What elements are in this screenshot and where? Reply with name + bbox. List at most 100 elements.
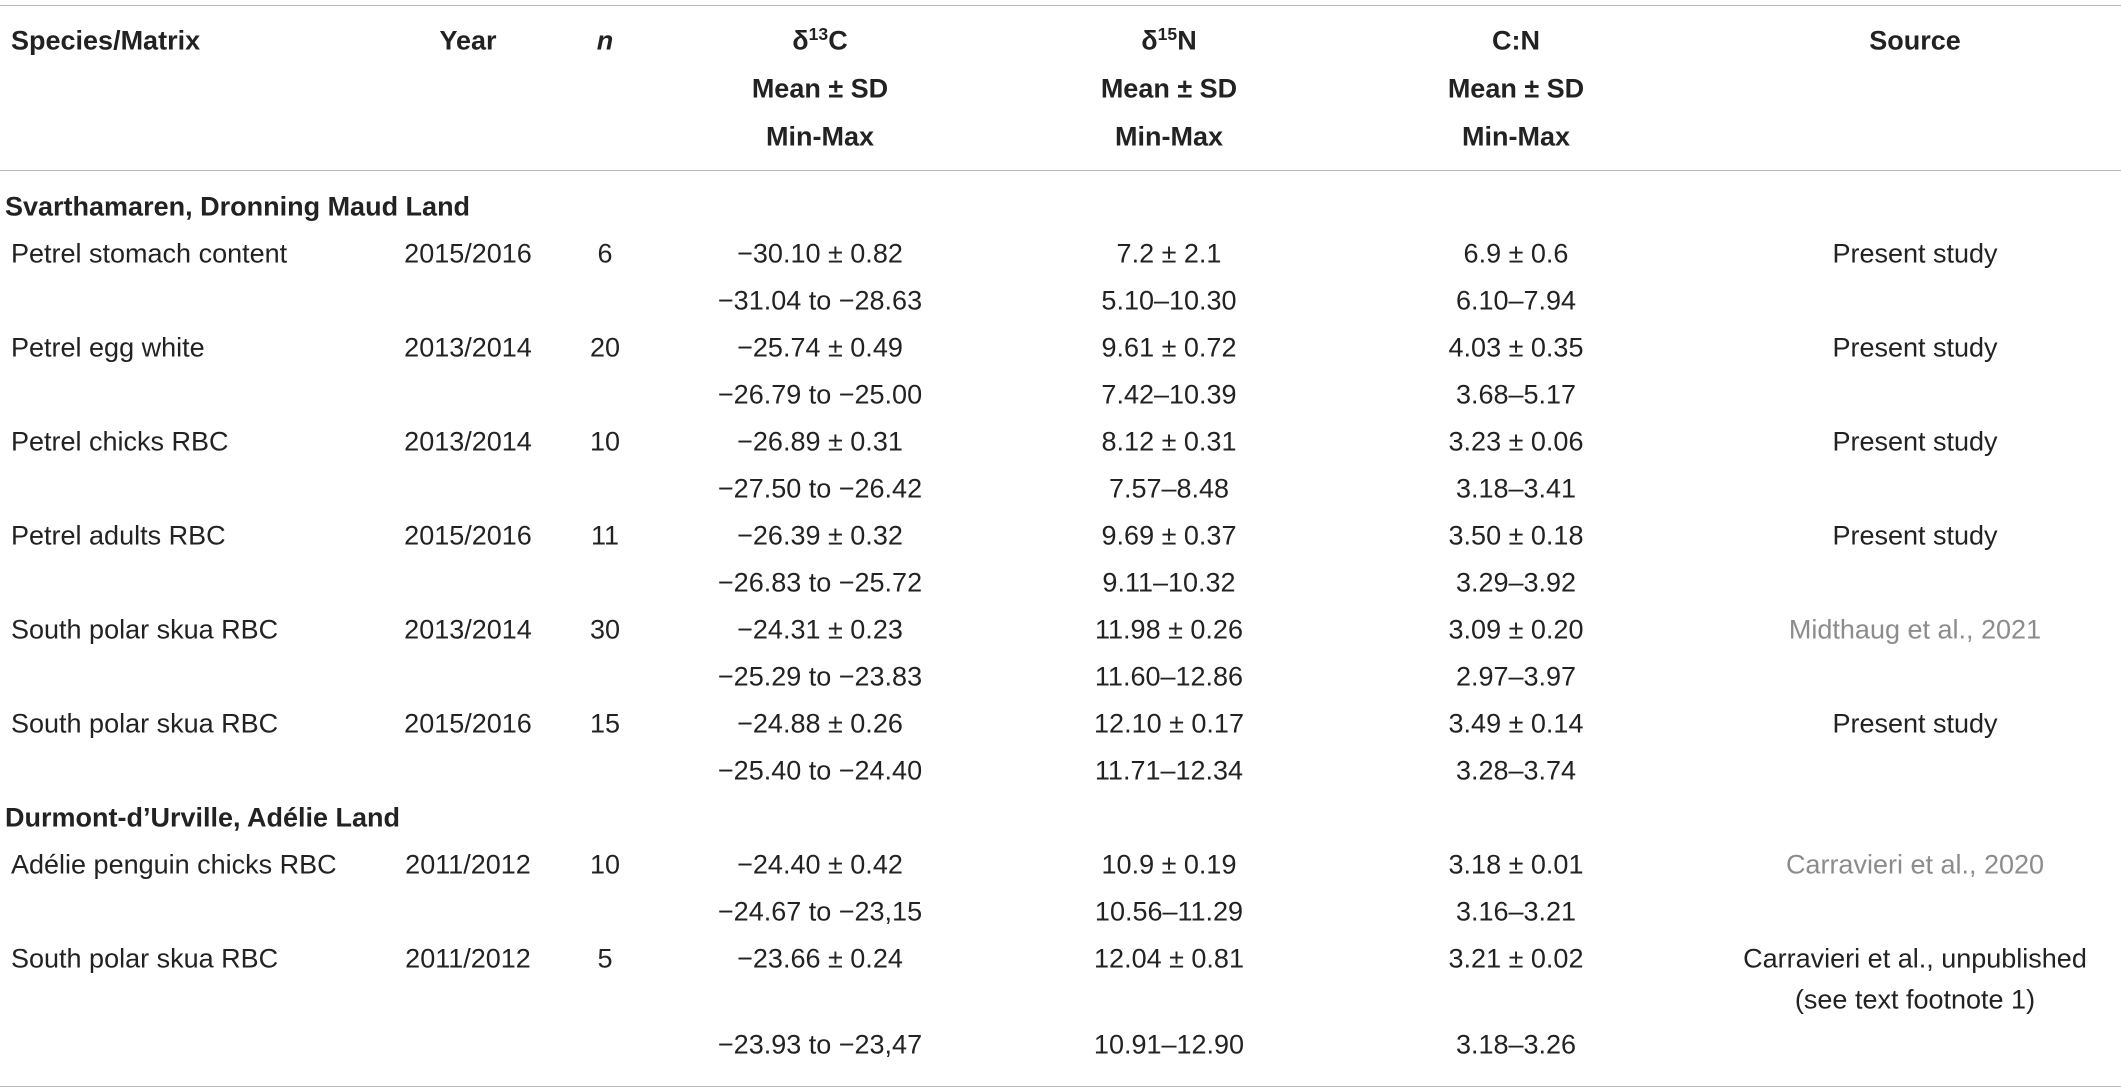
cn-range: 3.28–3.74	[1455, 755, 1577, 786]
source: (see text footnote 1)	[1794, 984, 2036, 1015]
d15n-range: 11.71–12.34	[1094, 755, 1244, 786]
cn-range: 3.18–3.26	[1455, 1029, 1577, 1060]
header-subline: Mean ± SD	[751, 73, 889, 104]
d15n-mean: 10.9 ± 0.19	[1101, 849, 1237, 880]
d15n-mean: 7.2 ± 2.1	[1116, 238, 1222, 269]
header-year: Year	[439, 25, 497, 56]
d15n-range: 7.42–10.39	[1101, 379, 1237, 410]
cn-range: 6.10–7.94	[1455, 285, 1577, 316]
bottom-rule	[0, 1086, 2121, 1087]
d15n-range: 11.60–12.86	[1094, 661, 1244, 692]
d13c-range: −31.04 to −28.63	[717, 285, 923, 316]
year: 2015/2016	[404, 520, 532, 551]
cn-mean: 3.18 ± 0.01	[1448, 849, 1584, 880]
sample-size: 10	[589, 426, 621, 457]
sample-size: 15	[589, 708, 621, 739]
header-subline: Mean ± SD	[1100, 73, 1238, 104]
sample-size: 10	[589, 849, 621, 880]
cn-mean: 3.09 ± 0.20	[1448, 614, 1584, 645]
d15n-range: 5.10–10.30	[1101, 285, 1237, 316]
cn-mean: 4.03 ± 0.35	[1448, 332, 1584, 363]
cn-range: 3.18–3.41	[1455, 473, 1577, 504]
source: Midthaug et al., 2021	[1788, 614, 2042, 645]
d13c-range: −26.83 to −25.72	[717, 567, 923, 598]
source: Present study	[1832, 238, 1998, 269]
delta-symbol: δ	[1141, 25, 1158, 56]
source: Carravieri et al., unpublished	[1743, 943, 2087, 974]
species: Adélie penguin chicks RBC	[11, 849, 337, 880]
header-source: Source	[1869, 25, 1961, 56]
d13c-mean: −24.31 ± 0.23	[737, 614, 903, 645]
d13c-mean: −26.89 ± 0.31	[737, 426, 903, 457]
year: 2011/2012	[405, 943, 531, 974]
header-subline: Mean ± SD	[1447, 73, 1585, 104]
species: South polar skua RBC	[11, 943, 279, 974]
d13c-range: −24.67 to −23,15	[717, 896, 923, 927]
cn-range: 2.97–3.97	[1455, 661, 1577, 692]
species: Petrel chicks RBC	[11, 426, 229, 457]
delta-symbol: δ	[792, 25, 809, 56]
sample-size: 6	[597, 238, 613, 269]
d13c-mean: −30.10 ± 0.82	[737, 238, 903, 269]
source: Carravieri et al., 2020	[1785, 849, 2045, 880]
section-title: Durmont-d’Urville, Adélie Land	[5, 802, 401, 833]
header-d15n: δ15N	[1141, 25, 1196, 56]
source: Present study	[1832, 708, 1998, 739]
cn-mean: 3.49 ± 0.14	[1448, 708, 1584, 739]
d15n-mean: 8.12 ± 0.31	[1101, 426, 1237, 457]
sample-size: 20	[589, 332, 621, 363]
d13c-mean: −26.39 ± 0.32	[737, 520, 903, 551]
d15n-range: 10.91–12.90	[1093, 1029, 1245, 1060]
d13c-mean: −24.40 ± 0.42	[737, 849, 903, 880]
year: 2015/2016	[404, 708, 532, 739]
year: 2011/2012	[405, 849, 531, 880]
year: 2013/2014	[404, 614, 532, 645]
sample-size: 30	[589, 614, 621, 645]
species: South polar skua RBC	[11, 614, 279, 645]
d15n-mean: 12.10 ± 0.17	[1094, 708, 1244, 739]
d15n-range: 10.56–11.29	[1094, 896, 1244, 927]
cn-range: 3.16–3.21	[1455, 896, 1577, 927]
header-subline: Min-Max	[1115, 121, 1223, 152]
d13c-range: −23.93 to −23,47	[717, 1029, 923, 1060]
d15n-mean: 9.69 ± 0.37	[1101, 520, 1237, 551]
d13c-mean: −23.66 ± 0.24	[737, 943, 903, 974]
header-d13c: δ13C	[792, 25, 848, 56]
isotope-mass: 15	[1157, 23, 1178, 44]
d13c-mean: −25.74 ± 0.49	[737, 332, 903, 363]
header-rule	[0, 170, 2121, 171]
header-n: n	[596, 25, 614, 56]
d15n-mean: 12.04 ± 0.81	[1094, 943, 1244, 974]
d13c-mean: −24.88 ± 0.26	[737, 708, 903, 739]
top-rule	[0, 5, 2121, 6]
section-title: Svarthamaren, Dronning Maud Land	[5, 191, 471, 222]
d13c-range: −27.50 to −26.42	[717, 473, 923, 504]
header-cn: C:N	[1492, 25, 1540, 56]
sample-size: 5	[597, 943, 613, 974]
source: Present study	[1832, 520, 1998, 551]
isotope-mass: 13	[808, 23, 829, 44]
cn-range: 3.68–5.17	[1455, 379, 1577, 410]
cn-mean: 3.50 ± 0.18	[1448, 520, 1584, 551]
source: Present study	[1832, 332, 1998, 363]
species: Petrel egg white	[11, 332, 205, 363]
cn-mean: 3.21 ± 0.02	[1448, 943, 1584, 974]
d15n-mean: 11.98 ± 0.26	[1095, 614, 1243, 645]
year: 2015/2016	[404, 238, 532, 269]
year: 2013/2014	[404, 426, 532, 457]
d13c-range: −25.29 to −23.83	[717, 661, 923, 692]
element: C	[828, 25, 848, 56]
sample-size: 11	[590, 520, 620, 551]
species: Petrel adults RBC	[11, 520, 226, 551]
source: Present study	[1832, 426, 1998, 457]
d15n-range: 9.11–10.32	[1102, 567, 1236, 598]
cn-mean: 3.23 ± 0.06	[1448, 426, 1584, 457]
header-subline: Min-Max	[1462, 121, 1570, 152]
species: South polar skua RBC	[11, 708, 279, 739]
d15n-range: 7.57–8.48	[1108, 473, 1230, 504]
year: 2013/2014	[404, 332, 532, 363]
header-subline: Min-Max	[766, 121, 874, 152]
d13c-range: −25.40 to −24.40	[717, 755, 923, 786]
header-species: Species/Matrix	[11, 25, 201, 56]
